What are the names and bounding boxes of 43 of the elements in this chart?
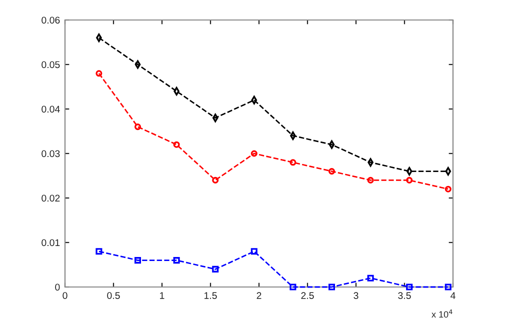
point	[134, 60, 141, 69]
point	[367, 274, 374, 282]
point	[290, 284, 296, 290]
point	[173, 141, 180, 148]
text: x 10$^{4}$	[432, 309, 452, 318]
point	[328, 168, 336, 175]
point	[406, 176, 413, 184]
y-tick-label: 0.06	[42, 16, 60, 24]
x-tick-label: 1.5	[204, 292, 217, 299]
x-tick-label: 3.5	[398, 292, 411, 299]
x-tick-label: 2.5	[301, 292, 314, 299]
y-tick-label: 0	[55, 284, 60, 291]
point	[406, 167, 412, 176]
point	[406, 284, 413, 290]
x-tick-label: 4	[450, 292, 456, 299]
x-tick-label: 2	[256, 292, 262, 299]
x-tick-label: 1	[160, 292, 164, 299]
y-tick-label: 0.05	[42, 61, 60, 68]
x-tick-label: 3	[354, 292, 358, 299]
point	[328, 284, 336, 290]
y-tick-label: 0.04	[42, 106, 60, 113]
point	[328, 140, 335, 149]
point	[250, 150, 258, 157]
point	[212, 114, 218, 122]
point	[444, 186, 452, 192]
point	[134, 124, 142, 130]
point	[212, 176, 219, 184]
y-tick-label: 0.03	[42, 150, 60, 158]
x-tick-label: 0.5	[107, 292, 120, 299]
y-tick-label: 0.02	[42, 194, 60, 202]
point	[134, 257, 142, 264]
point	[251, 96, 258, 104]
point	[444, 284, 452, 290]
x-tick-label: 0	[62, 292, 68, 299]
point	[212, 266, 219, 272]
y-tick-label: 0.01	[42, 239, 60, 246]
point	[445, 167, 452, 176]
point	[173, 257, 180, 264]
point	[96, 248, 102, 255]
point	[96, 70, 102, 77]
point	[290, 159, 296, 166]
point	[250, 248, 258, 255]
point	[367, 176, 374, 184]
